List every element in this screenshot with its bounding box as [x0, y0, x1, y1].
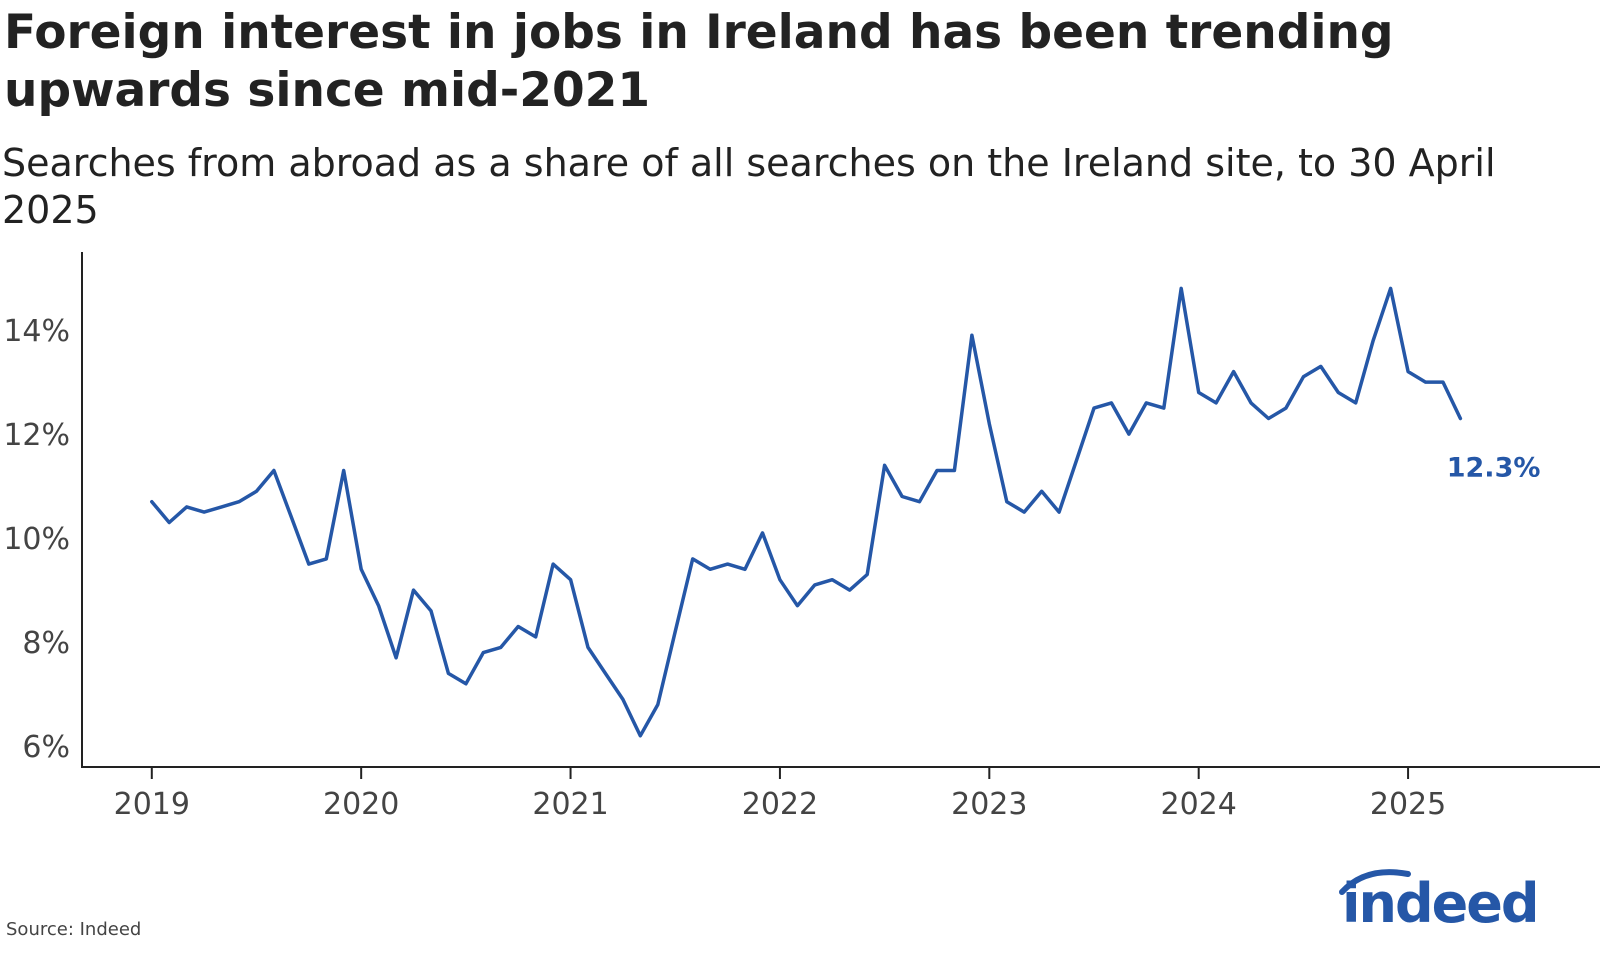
chart-subtitle: Searches from abroad as a share of all s… [2, 141, 1496, 232]
y-tick-label: 12% [3, 418, 70, 453]
y-tick-label: 10% [3, 522, 70, 557]
x-tick-label: 2020 [323, 787, 399, 822]
y-tick-label: 6% [22, 730, 70, 765]
source-note: Source: Indeed [6, 919, 142, 940]
x-tick-label: 2025 [1370, 787, 1446, 822]
y-tick-label: 14% [3, 314, 70, 349]
x-tick-label: 2024 [1161, 787, 1237, 822]
x-tick-label: 2021 [532, 787, 608, 822]
logo-wordmark: indeed [1342, 872, 1540, 935]
series-group: 12.3% [150, 286, 1541, 738]
x-tick-label: 2023 [951, 787, 1027, 822]
indeed-logo[interactable]: indeed [1338, 862, 1558, 942]
y-tick-label: 8% [22, 626, 70, 661]
y-axis: 6% 8% 10% 12% 14% [3, 252, 83, 767]
end-value-label: 12.3% [1447, 452, 1541, 483]
chart-title: Foreign interest in jobs in Ireland has … [4, 5, 1394, 118]
series-line [150, 286, 1463, 738]
logo-arc-icon [1339, 869, 1411, 895]
x-tick-label: 2022 [742, 787, 818, 822]
x-axis: 2019 2020 2021 2022 2023 2024 2025 [81, 766, 1600, 822]
x-tick-label: 2019 [114, 787, 190, 822]
